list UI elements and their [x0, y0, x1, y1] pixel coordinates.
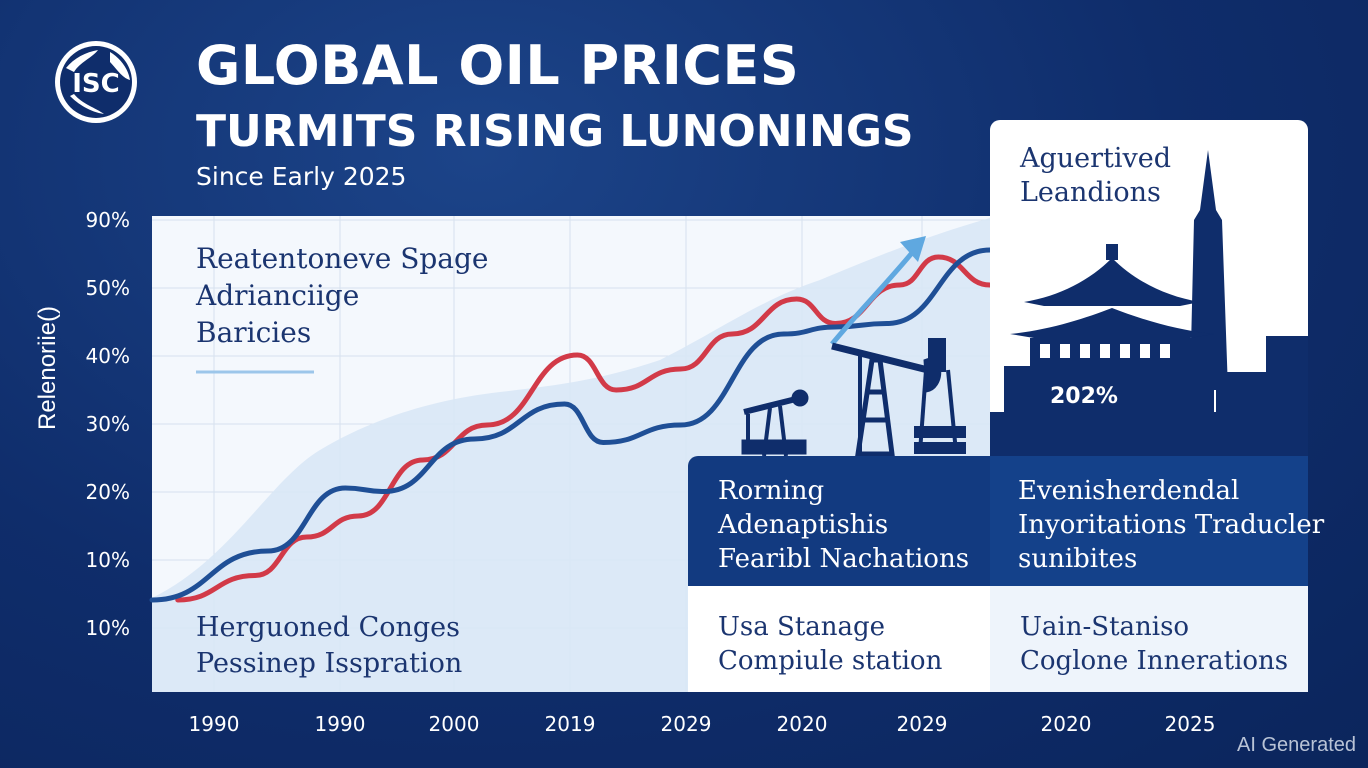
x-tick-label: 1990	[188, 712, 240, 736]
panel-line: Usa Stanage	[718, 612, 886, 642]
panel-bottom-mid	[688, 586, 990, 692]
x-tick-label: 2000	[428, 712, 480, 736]
panel-mid-right	[990, 456, 1308, 586]
y-tick-label: 10%	[85, 548, 130, 572]
x-tick-label: 2019	[544, 712, 596, 736]
globe-logo-icon: ISC	[55, 41, 137, 123]
x-tick-label: 2029	[896, 712, 948, 736]
x-tick-label: 2029	[660, 712, 712, 736]
panel-line: Adenaptishis	[718, 510, 889, 540]
panel-line: Aguertived	[1020, 143, 1172, 174]
panel-line: Herguoned Conges	[196, 612, 461, 643]
oil-derrick-icon	[914, 338, 966, 454]
oil-derrick-icon	[855, 357, 895, 457]
panel-mid-left-text: Rorning Adenaptishis Fearibl Nachations	[718, 474, 969, 576]
x-tick-label: 2025	[1164, 712, 1216, 736]
panel-line: Leandions	[1020, 177, 1161, 208]
panel-line: Pessinep Isspration	[196, 648, 463, 679]
panel-bottom-right	[990, 586, 1308, 692]
y-tick-label: 30%	[85, 412, 130, 436]
skyscraper-icon	[1190, 150, 1228, 390]
y-tick-label: 90%	[85, 208, 130, 232]
pumpjack-icon	[741, 389, 809, 457]
building-value-label: 202%	[1050, 384, 1118, 409]
panel-mid-left	[688, 456, 990, 586]
panel-bottom-left: Herguoned Conges Pessinep Isspration	[196, 610, 462, 682]
x-tick-label: 2020	[776, 712, 828, 736]
y-tick-label: 20%	[85, 480, 130, 504]
date-range-label: Since Early 2025	[196, 162, 407, 191]
panel-line: Evenisherdendal	[1018, 476, 1240, 506]
y-tick-label: 10%	[85, 616, 130, 640]
city-skyline	[990, 150, 1308, 456]
panel-line: Rorning	[718, 476, 825, 506]
panel-line: sunibites	[1018, 544, 1138, 574]
panel-mid-right-text: Evenisherdendal Inyoritations Traducler …	[1018, 474, 1324, 576]
panel-line: Coglone Innerations	[1020, 646, 1289, 676]
chart-subtitle: TURMITS RISING LUNONINGS	[196, 106, 914, 157]
panel-line: Uain-Staniso	[1020, 612, 1190, 642]
panel-top-left: Reatentoneve Spage Adrianciige Baricies	[196, 240, 489, 351]
chart-title: GLOBAL OIL PRICES	[196, 34, 800, 97]
y-tick-label: 40%	[85, 344, 130, 368]
panel-bottom-mid-text: Usa Stanage Compiule station	[718, 610, 942, 678]
panel-line: Reatentoneve Spage	[196, 242, 489, 275]
x-tick-label: 2020	[1040, 712, 1092, 736]
panel-line: Fearibl Nachations	[718, 544, 970, 574]
panel-line: Baricies	[196, 316, 312, 349]
watermark: AI Generated	[1237, 734, 1356, 756]
panel-line: Adrianciige	[196, 279, 360, 312]
x-tick-label: 1990	[314, 712, 366, 736]
logo-text: ISC	[72, 69, 119, 99]
trend-arrow-icon	[830, 236, 926, 346]
y-tick-label: 50%	[85, 276, 130, 300]
panel-line: Inyoritations Traducler	[1018, 510, 1325, 540]
panel-right-top-label: Aguertived Leandions	[1020, 142, 1171, 210]
panel-line: Compiule station	[718, 646, 943, 676]
panel-bottom-right-text: Uain-Staniso Coglone Innerations	[1020, 610, 1288, 678]
